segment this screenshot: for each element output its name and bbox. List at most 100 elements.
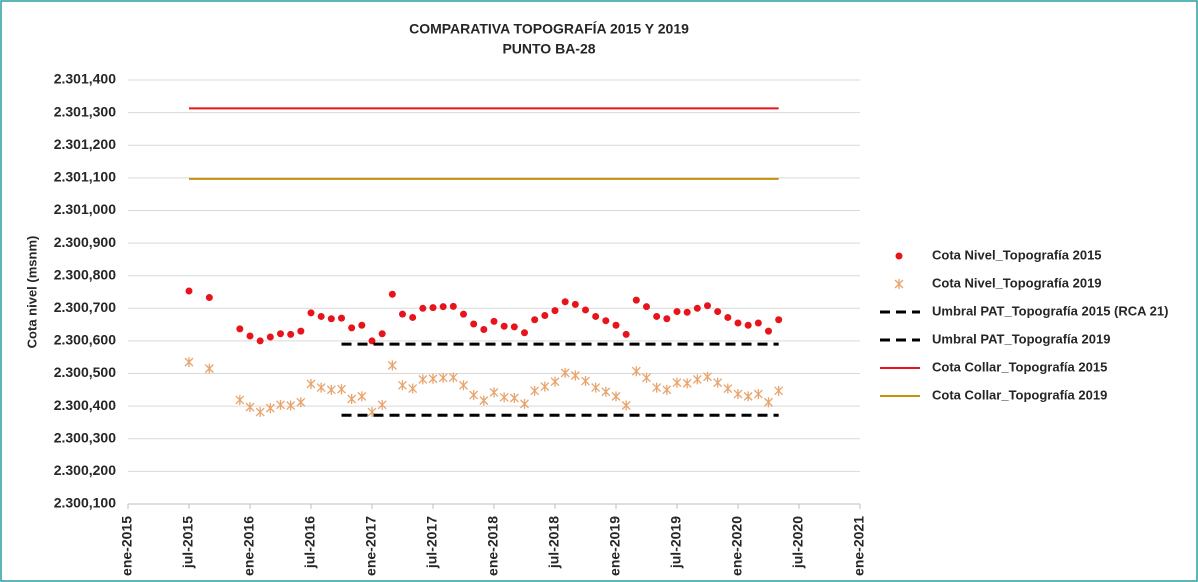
point [256,337,264,345]
point [662,384,672,395]
star-shape [621,400,631,411]
star-shape [418,374,428,385]
point [592,312,600,320]
point [704,302,711,310]
y-tick-label: 2.300,600 [54,332,116,348]
point [723,383,733,394]
point [602,317,610,325]
chart-title: COMPARATIVA TOPOGRAFÍA 2015 Y 2019 [409,21,689,37]
star-shape [560,367,570,378]
point [265,403,275,414]
point [235,394,245,405]
star-shape [357,391,367,402]
point [611,391,621,402]
point [764,397,773,408]
point [753,389,763,400]
x-tick-label: ene-2021 [851,516,867,576]
point [601,386,611,397]
point [734,319,742,327]
point [306,378,316,389]
star-shape [540,381,550,392]
x-tick-label: jul-2020 [790,516,806,569]
point [347,393,357,404]
x-tick-label: ene-2015 [119,516,135,576]
point [510,323,518,331]
point [419,304,427,312]
star-shape [438,372,448,383]
legend-label: Cota Nivel_Topografía 2019 [932,275,1102,290]
y-tick-label: 2.300,400 [54,397,116,413]
star-shape [469,390,479,401]
point [387,360,397,371]
star-shape [428,373,438,384]
legend-label: Cota Nivel_Topografía 2015 [932,247,1102,262]
point [643,303,650,311]
point [469,390,479,401]
point [632,296,640,304]
point [612,321,620,329]
point [348,324,356,332]
star-shape [672,377,682,388]
point [418,374,428,385]
star-shape [387,360,397,371]
point [368,337,376,345]
point [479,395,489,406]
star-shape [184,357,194,368]
star-shape [713,377,723,388]
point [358,321,366,329]
point [714,308,722,316]
star-shape [459,380,468,391]
y-tick-label: 2.300,800 [54,266,116,282]
x-tick-label: ene-2016 [241,516,257,576]
y-tick-label: 2.300,200 [54,462,116,478]
point [591,382,601,393]
star-shape [570,370,580,381]
point [470,320,478,328]
point [326,384,336,395]
point [540,381,550,392]
legend-symbol [894,279,904,289]
legend-label: Cota Collar_Topografía 2015 [932,359,1107,374]
star-shape [448,372,458,383]
point [185,287,193,295]
point [246,332,254,340]
x-tick-label: ene-2019 [607,516,623,576]
star-shape [591,382,601,393]
point [682,378,692,389]
point [683,308,691,316]
point [184,357,194,368]
point [621,400,631,411]
point [530,385,540,396]
point [673,308,681,316]
point [663,315,671,323]
point [236,325,244,333]
star-shape [479,395,489,406]
star-shape [204,363,214,374]
point [754,319,762,327]
point [733,389,743,400]
point [449,302,457,310]
point [490,317,498,325]
star-shape [601,386,611,397]
y-tick-label: 2.300,100 [54,495,116,511]
star-shape [286,400,296,411]
point [582,306,589,314]
x-tick-label: jul-2015 [180,516,196,569]
point [408,383,418,394]
star-shape [408,383,418,394]
point [724,313,732,321]
star-shape [642,372,651,383]
legend-label: Cota Collar_Topografía 2019 [932,387,1107,402]
star-shape [703,371,712,382]
star-shape [499,392,509,403]
x-tick-label: jul-2019 [668,516,684,569]
star-shape [894,279,904,289]
point [428,373,438,384]
point [429,304,437,312]
point [480,326,488,334]
star-shape [489,387,499,398]
point [571,300,579,308]
y-tick-label: 2.300,500 [54,364,116,380]
point [581,376,590,387]
